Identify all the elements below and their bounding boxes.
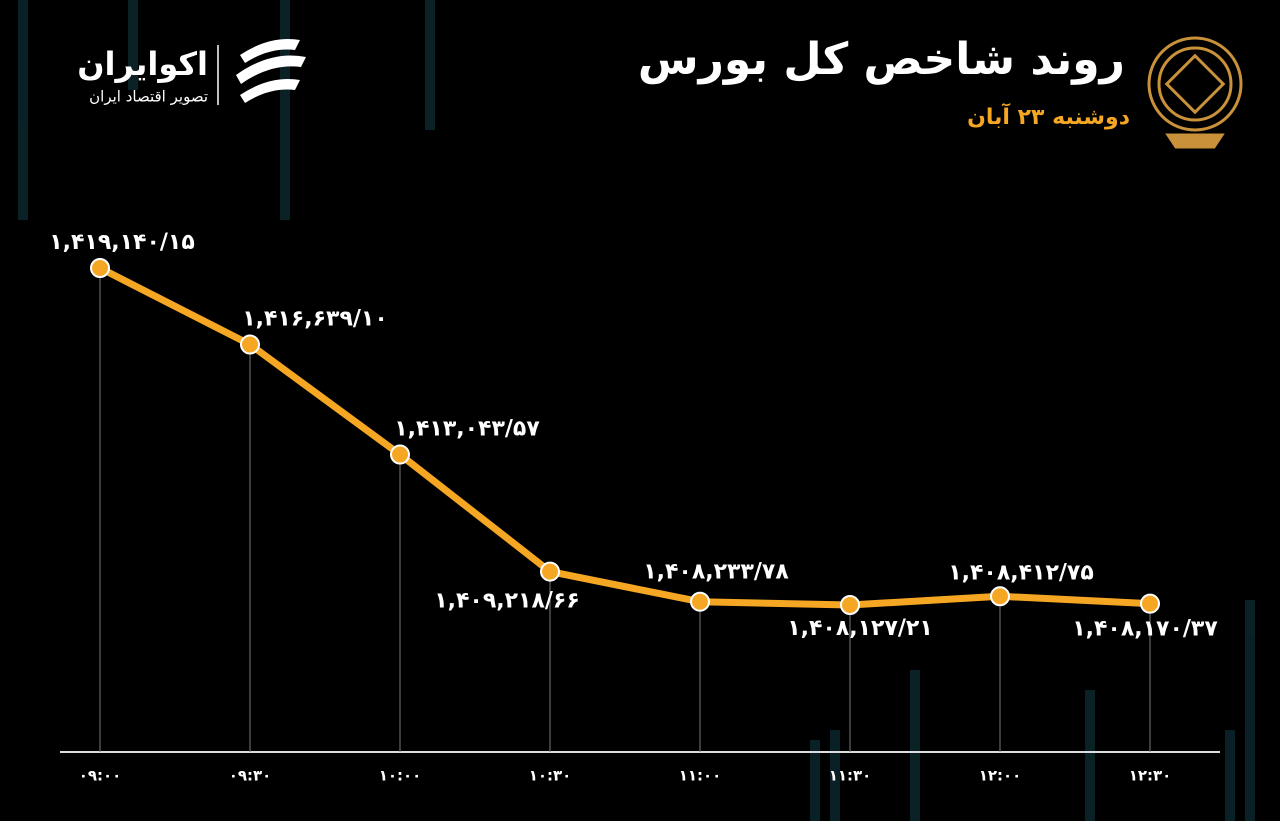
tagline: تصویر اقتصاد ایران [89, 88, 208, 106]
x-tick-label: ۱۱:۳۰ [829, 767, 872, 785]
brand-logo [217, 39, 306, 105]
emblem [1147, 36, 1243, 149]
value-label: ۱,۴۰۸,۱۷۰/۳۷ [1072, 617, 1218, 642]
point [840, 595, 860, 615]
point [540, 561, 560, 582]
x-tick-label: ۱۰:۰۰ [379, 767, 422, 785]
point [90, 258, 110, 278]
x-tick-label: ۰۹:۰۰ [79, 767, 122, 785]
x-tick-label: ۱۱:۰۰ [679, 767, 722, 785]
x-tick-label: ۰۹:۳۰ [229, 767, 272, 785]
subtitle: دوشنبه ۲۳ آبان [967, 102, 1130, 130]
title: روند شاخص کل بورس [638, 34, 1125, 85]
x-tick-label: ۱۲:۳۰ [1129, 767, 1172, 785]
value-label: ۱,۴۰۹,۲۱۸/۶۶ [434, 589, 580, 614]
point [990, 586, 1010, 607]
value-label: ۱,۴۱۹,۱۴۰/۱۵ [49, 230, 195, 255]
brand: اکوایران [77, 45, 208, 83]
value-label: ۱,۴۱۶,۶۳۹/۱۰ [242, 307, 388, 332]
value-label: ۱,۴۰۸,۴۱۲/۷۵ [948, 560, 1094, 585]
point [240, 334, 260, 355]
value-label: ۱,۴۰۸,۲۳۳/۷۸ [643, 560, 789, 585]
value-label: ۱,۴۱۳,۰۴۳/۵۷ [394, 417, 540, 442]
point [390, 444, 410, 465]
background-bars [18, 0, 1255, 821]
x-tick-label: ۱۲:۰۰ [979, 767, 1022, 785]
point [1140, 593, 1160, 614]
value-label: ۱,۴۰۸,۱۲۷/۲۱ [787, 616, 933, 641]
line [98, 264, 1151, 609]
x-tick-label: ۱۰:۳۰ [529, 767, 572, 785]
point [690, 591, 710, 612]
